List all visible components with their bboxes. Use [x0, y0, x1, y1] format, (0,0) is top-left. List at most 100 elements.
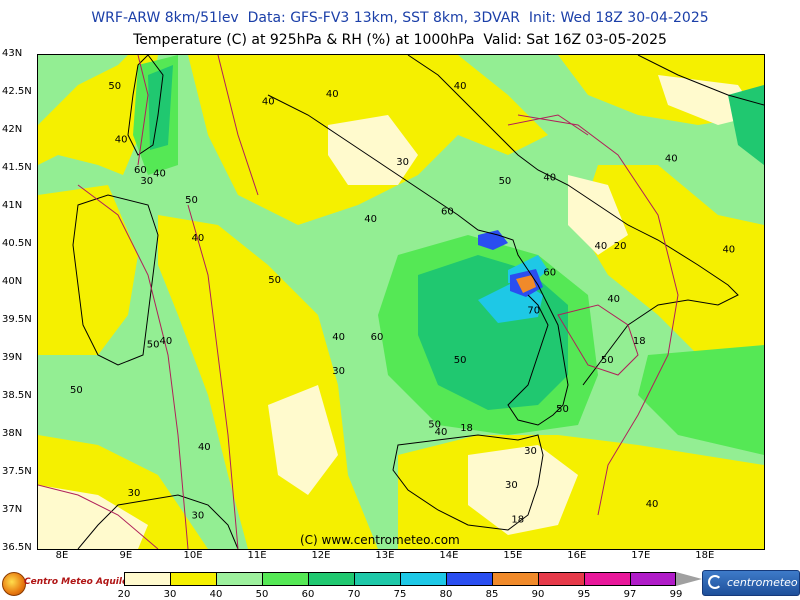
contour-label: 50: [185, 195, 198, 206]
isotherm-sw: [38, 484, 159, 549]
weather-map: 50 40 60 30 40 50 40 40 50 50 40 40 30 40 50 40 60 30 50 40…: [37, 54, 765, 550]
lon-label: 18E: [695, 550, 715, 561]
contour-label: 40: [435, 427, 448, 438]
contour-label: 30: [140, 176, 153, 187]
lat-label: 42.5N: [2, 86, 32, 97]
contour-label: 20: [614, 241, 627, 252]
colorbar-cell: [170, 572, 216, 586]
colorbar-cell: [400, 572, 446, 586]
lon-label: 11E: [247, 550, 267, 561]
contour-label: 50: [108, 81, 121, 92]
rh-pale-tunisia: [38, 485, 148, 549]
colorbar-cell: [124, 572, 170, 586]
contour-label: 18: [511, 514, 524, 525]
colorbar-tick-label: 20: [117, 589, 131, 600]
contour-label: 40: [722, 245, 735, 256]
lat-label: 43N: [2, 48, 23, 59]
centro-meteo-aquileno-logo: Centro Meteo Aquileno: [2, 572, 141, 596]
colorbar-tick-label: 97: [623, 589, 637, 600]
contour-label: 18: [460, 423, 473, 434]
contour-label: 40: [192, 233, 205, 244]
isotherm-east-loop: [557, 304, 639, 376]
isotherm-west-1: [77, 184, 189, 549]
contour-label: 50: [601, 355, 614, 366]
lat-label: 41N: [2, 200, 23, 211]
colorbar-cell: [538, 572, 584, 586]
rh-blue-salerno-gulf: [478, 230, 508, 250]
lat-label: 39N: [2, 352, 23, 363]
colorbar-tick-label: 99: [669, 589, 683, 600]
balkan-coast: [637, 55, 764, 106]
rh-zone-sardinia-west: [38, 185, 138, 355]
rh-pale-tyrrhenian: [268, 385, 338, 495]
contour-label: 40: [160, 336, 173, 347]
lon-label: 15E: [503, 550, 523, 561]
rh-teal-east-edge: [728, 85, 764, 165]
coastlines: [72, 55, 764, 549]
title-line-1: WRF-ARW 8km/51lev Data: GFS-FV3 13km, SS…: [91, 10, 709, 26]
lat-label: 40N: [2, 276, 23, 287]
lat-label: 39.5N: [2, 314, 32, 325]
contour-label: 40: [543, 172, 556, 183]
colorbar-cell: [216, 572, 262, 586]
contour-label: 30: [332, 366, 345, 377]
italy-coast: [267, 94, 569, 426]
colorbar-arrow-icon: [676, 572, 702, 586]
lat-label: 37.5N: [2, 466, 32, 477]
title-line-2: Temperature (C) at 925hPa & RH (%) at 10…: [133, 32, 667, 48]
rh-pale-sicily: [468, 445, 578, 535]
contour-label: 50: [70, 385, 83, 396]
contour-label: 30: [524, 446, 537, 457]
colorbar-tick-label: 60: [301, 589, 315, 600]
contour-label: 30: [396, 157, 409, 168]
isotherm-west-2: [187, 204, 239, 549]
colorbar-tick-label: 90: [531, 589, 545, 600]
lon-label: 16E: [567, 550, 587, 561]
colorbar-cell: [492, 572, 538, 586]
lon-label: 10E: [183, 550, 203, 561]
rh-colorbar: [124, 572, 676, 586]
copyright-text: (C) www.centrometeo.com: [300, 533, 460, 547]
contour-label: 30: [192, 511, 205, 522]
lat-label: 38N: [2, 428, 23, 439]
contour-label: 50: [147, 340, 160, 351]
lat-label: 42N: [2, 124, 23, 135]
contour-label: 40: [115, 134, 128, 145]
colorbar-cell: [262, 572, 308, 586]
contour-label: 40: [646, 499, 659, 510]
lon-label: 17E: [631, 550, 651, 561]
rh-pale-zones: [38, 75, 758, 549]
colorbar-tick-label: 95: [577, 589, 591, 600]
colorbar-cell: [308, 572, 354, 586]
contour-label: 50: [499, 176, 512, 187]
contour-label: 50: [454, 355, 467, 366]
contour-label: 50: [556, 404, 569, 415]
sardinia-coast: [72, 194, 159, 366]
centrometeo-logo: centrometeo: [702, 570, 800, 596]
isotherm-east: [517, 114, 679, 516]
rh-zone-east: [578, 165, 764, 355]
contour-label: 40: [326, 89, 339, 100]
isotherm-west-3: [137, 55, 149, 166]
isotherms: [38, 55, 679, 549]
contour-label: 40: [665, 153, 678, 164]
contour-label: 40: [607, 294, 620, 305]
rh-green-ionian: [638, 345, 764, 455]
contour-label: 60: [371, 332, 384, 343]
lat-label: 41.5N: [2, 162, 32, 173]
contour-label: 40: [595, 241, 608, 252]
contour-label: 30: [505, 480, 518, 491]
rh-zone-west-north: [38, 55, 158, 175]
colorbar-tick-label: 80: [439, 589, 453, 600]
contour-label: 60: [134, 165, 147, 176]
contour-label: 40: [332, 332, 345, 343]
tunisia-coast: [77, 494, 239, 549]
italy-adriatic-coast: [407, 55, 739, 386]
rh-zone-south: [398, 435, 764, 549]
corsica-coast: [127, 55, 164, 156]
colorbar-tick-label: 70: [347, 589, 361, 600]
contour-label: 70: [527, 305, 540, 316]
sicily-coast: [392, 434, 544, 531]
contour-label: 40: [364, 214, 377, 225]
